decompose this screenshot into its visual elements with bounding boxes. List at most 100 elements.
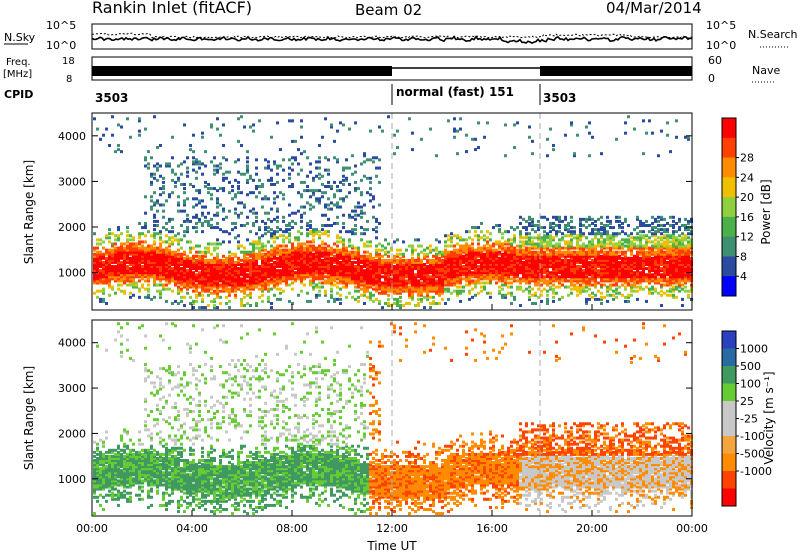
heatmap-cell: [501, 246, 504, 250]
heatmap-cell: [204, 277, 207, 281]
heatmap-cell: [507, 258, 510, 262]
heatmap-cell: [465, 250, 468, 254]
heatmap-cell: [387, 271, 390, 275]
heatmap-cell: [594, 271, 597, 275]
heatmap-cell: [528, 262, 531, 266]
heatmap-cell: [351, 260, 354, 264]
heatmap-cell: [282, 258, 285, 262]
heatmap-cell: [489, 275, 492, 279]
heatmap-cell: [399, 256, 402, 260]
heatmap-cell: [555, 275, 558, 279]
heatmap-cell: [306, 232, 309, 236]
heatmap-cell: [621, 265, 624, 269]
heatmap-cell: [168, 277, 171, 281]
heatmap-cell: [546, 242, 549, 246]
heatmap-cell: [528, 215, 531, 219]
heatmap-cell: [141, 246, 144, 250]
heatmap-cell: [369, 297, 372, 301]
heatmap-cell: [261, 265, 264, 269]
heatmap-cell: [384, 287, 387, 291]
heatmap-cell: [387, 242, 390, 246]
heatmap-cell: [180, 271, 183, 275]
heatmap-cell: [507, 254, 510, 258]
heatmap-cell: [447, 297, 450, 301]
heatmap-cell: [360, 273, 363, 277]
heatmap-cell: [558, 285, 561, 289]
heatmap-cell: [348, 256, 351, 260]
heatmap-cell: [321, 277, 324, 281]
heatmap-cell: [471, 273, 474, 277]
heatmap-cell: [636, 226, 639, 230]
heatmap-cell: [270, 279, 273, 283]
heatmap-cell: [429, 285, 432, 289]
heatmap-cell: [477, 281, 480, 285]
heatmap-cell: [297, 230, 300, 234]
heatmap-cell: [435, 275, 438, 279]
heatmap-cell: [261, 248, 264, 252]
heatmap-cell: [534, 265, 537, 269]
heatmap-cell: [279, 260, 282, 264]
heatmap-cell: [138, 119, 141, 123]
heatmap-cell: [246, 281, 249, 285]
heatmap-cell: [609, 238, 612, 242]
heatmap-cell: [627, 244, 630, 248]
heatmap-cell: [237, 139, 240, 143]
heatmap-cell: [603, 230, 606, 234]
heatmap-cell: [186, 271, 189, 275]
heatmap-cell: [504, 271, 507, 275]
heatmap-cell: [168, 260, 171, 264]
heatmap-cell: [240, 267, 243, 271]
heatmap-cell: [594, 265, 597, 269]
heatmap-cell: [321, 281, 324, 285]
heatmap-cell: [336, 291, 339, 295]
heatmap-cell: [588, 260, 591, 264]
heatmap-cell: [258, 295, 261, 299]
heatmap-cell: [414, 238, 417, 242]
heatmap-cell: [126, 277, 129, 281]
heatmap-cell: [549, 260, 552, 264]
heatmap-cell: [369, 193, 372, 197]
heatmap-cell: [231, 262, 234, 266]
heatmap-cell: [120, 283, 123, 287]
heatmap-cell: [297, 244, 300, 248]
heatmap-cell: [153, 248, 156, 252]
heatmap-cell: [348, 275, 351, 279]
heatmap-cell: [198, 283, 201, 287]
heatmap-cell: [159, 291, 162, 295]
heatmap-cell: [213, 260, 216, 264]
heatmap-cell: [315, 189, 318, 193]
heatmap-cell: [507, 248, 510, 252]
heatmap-cell: [588, 232, 591, 236]
heatmap-cell: [342, 254, 345, 258]
heatmap-cell: [255, 258, 258, 262]
heatmap-cell: [612, 236, 615, 240]
heatmap-cell: [246, 180, 249, 184]
heatmap-cell: [150, 269, 153, 273]
heatmap-cell: [627, 246, 630, 250]
heatmap-cell: [306, 258, 309, 262]
heatmap-cell: [414, 273, 417, 277]
heatmap-cell: [444, 269, 447, 273]
heatmap-cell: [276, 215, 279, 219]
heatmap-cell: [162, 203, 165, 207]
heatmap-cell: [447, 277, 450, 281]
heatmap-cell: [528, 250, 531, 254]
heatmap-cell: [402, 240, 405, 244]
heatmap-cell: [249, 275, 252, 279]
heatmap-cell: [651, 221, 654, 225]
heatmap-cell: [630, 287, 633, 291]
heatmap-cell: [327, 244, 330, 248]
heatmap-cell: [363, 260, 366, 264]
heatmap-cell: [153, 224, 156, 228]
heatmap-cell: [252, 271, 255, 275]
heatmap-cell: [291, 269, 294, 273]
heatmap-cell: [600, 226, 603, 230]
heatmap-cell: [252, 254, 255, 258]
heatmap-cell: [387, 115, 390, 119]
heatmap-cell: [585, 275, 588, 279]
heatmap-cell: [567, 234, 570, 238]
heatmap-cell: [507, 240, 510, 244]
heatmap-cell: [222, 258, 225, 262]
heatmap-cell: [399, 287, 402, 291]
heatmap-cell: [393, 152, 396, 156]
